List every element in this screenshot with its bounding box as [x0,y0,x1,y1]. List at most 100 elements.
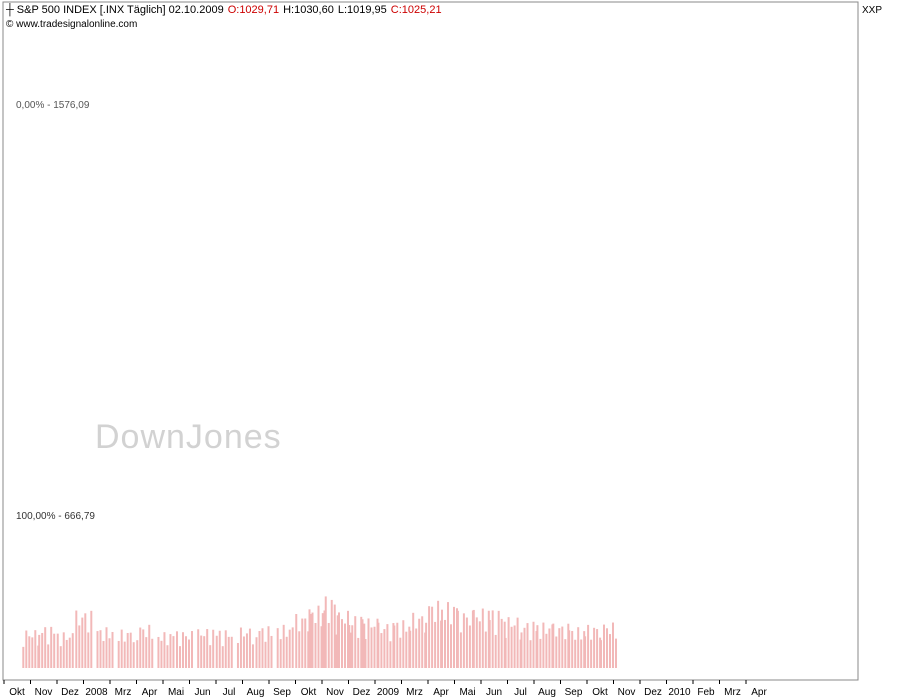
volume-bar [523,627,526,668]
volume-bar [513,625,516,668]
volume-bar [291,627,294,668]
volume-bar [568,630,571,668]
volume-bar [123,641,126,668]
volume-bar [500,618,503,668]
volume-bar [494,634,497,668]
volume-bar [172,636,175,668]
x-tick-label: Mrz [724,687,741,698]
volume-bar [529,640,532,668]
volume-bar [251,644,254,668]
volume-bar [441,609,443,668]
x-tick-label: Nov [35,687,53,698]
volume-bar [552,623,555,668]
volume-bar [65,639,68,668]
x-tick-label: Dez [644,687,662,698]
volume-bar [148,624,151,668]
volume-bar [142,629,145,668]
volume-bar [336,615,339,668]
ohlc-high-value: 1030,60 [294,4,334,16]
volume-bar [389,641,392,668]
volume-bar [317,605,320,668]
volume-bar [245,633,248,668]
volume-bar [456,610,459,668]
volume-bar [105,627,108,668]
volume-bar [176,631,178,668]
volume-bar [288,629,291,668]
volume-bar [437,600,440,668]
volume-bar [221,646,224,668]
volume-bar [75,610,78,668]
volume-bar [459,632,462,668]
volume-bar [242,636,245,668]
volume-bar [255,637,258,668]
volume-bar [323,610,326,668]
volume-bar [285,636,288,668]
volume-bar [418,618,421,668]
volume-bar [59,646,62,668]
volume-bar [504,637,507,668]
volume-bar [84,613,87,668]
volume-bar [396,622,399,668]
volume-bar [267,626,270,668]
volume-bar [160,640,163,668]
volume-bar [151,638,154,668]
volume-bar [212,629,215,668]
volume-bar [191,631,193,668]
volume-bar [44,627,47,668]
crosshair-icon[interactable]: ┼ [6,4,14,16]
volume-bar [561,626,564,668]
x-tick-label: Dez [353,687,371,698]
volume-bar [606,628,608,668]
x-tick-label: Nov [618,687,636,698]
volume-bar [31,637,34,668]
volume-bar [227,636,230,668]
volume-bar [593,627,596,668]
volume-bar [488,620,491,668]
volume-bar [200,635,203,668]
volume-bar [38,634,41,668]
volume-bar [380,633,383,668]
volume-bar [532,621,535,668]
ohlc-low-value: 1019,95 [347,4,387,16]
volume-bar [412,612,415,668]
volume-bar [399,637,402,668]
x-tick-label: Okt [592,687,608,698]
volume-bar [68,637,71,668]
volume-bar [304,618,307,668]
volume-bar [478,621,481,668]
volume-bar [536,625,539,668]
volume-bar [472,609,475,668]
volume-bar [450,624,452,668]
volume-bar [320,626,323,668]
volume-bar [270,635,273,668]
volume-bar [126,632,129,668]
volume-bar [444,619,446,668]
volume-bar [587,624,590,668]
volume-bar [507,617,510,668]
volume-bar [28,636,31,668]
volume-bar [367,618,370,668]
volume-bar [348,625,351,668]
x-tick-label: Feb [697,687,715,698]
volume-bar [111,631,114,668]
volume-bar [475,617,478,668]
volume-bar [295,614,298,668]
volume-bar [117,640,120,668]
volume-bar [321,613,324,668]
volume-bar [481,608,484,668]
volume-bar [34,630,37,668]
volume-bar [179,646,181,668]
volume-bar [453,606,455,668]
volume-bar [564,639,567,668]
x-tick-label: Sep [565,687,583,698]
volume-bar [357,637,360,668]
volume-bar [301,618,304,668]
volume-bar [431,606,434,668]
volume-bar [516,617,519,668]
volume-bar [279,639,282,668]
volume-bar [203,636,206,668]
y-axis-label: XXP [862,5,883,16]
x-tick-label: Nov [326,687,344,698]
volume-bar [393,625,396,668]
volume-bar [239,627,242,668]
